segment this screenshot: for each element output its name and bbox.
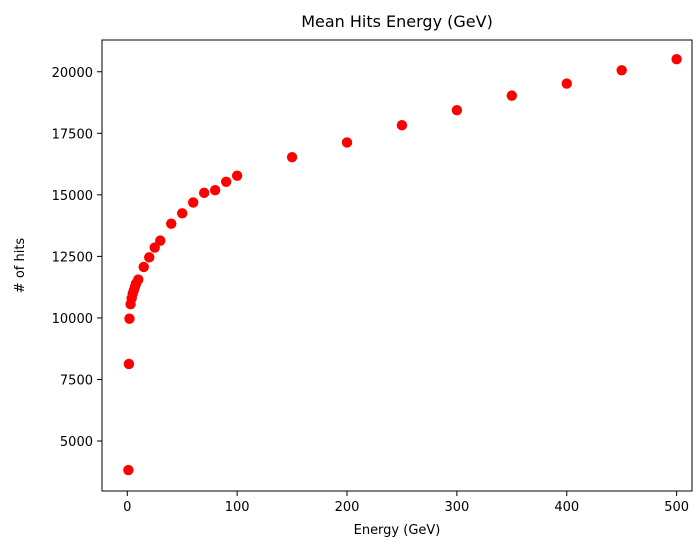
- data-point: [187, 197, 199, 208]
- y-tick-label: 7500: [60, 373, 93, 388]
- data-point: [616, 65, 627, 76]
- data-point: [124, 313, 135, 324]
- data-point: [671, 54, 682, 65]
- y-tick-label: 20000: [52, 66, 93, 81]
- data-point: [286, 151, 298, 163]
- y-axis-ticks: 5000 7500 10000 12500 15000 17500 20000: [52, 66, 102, 450]
- x-tick-label: 0: [123, 500, 131, 515]
- x-tick-label: 400: [554, 500, 579, 515]
- y-tick-label: 10000: [52, 312, 93, 327]
- data-point: [144, 252, 155, 263]
- data-point: [198, 187, 210, 199]
- y-tick-label: 5000: [60, 435, 93, 450]
- axes-frame: [101, 39, 693, 492]
- y-tick-label: 15000: [52, 189, 93, 204]
- data-point: [155, 235, 166, 246]
- x-axis-ticks: 0 100 200 300 400 500: [123, 491, 689, 515]
- data-points: [123, 54, 682, 476]
- x-axis-label: Energy (GeV): [354, 523, 441, 538]
- x-tick-label: 500: [664, 500, 689, 515]
- data-point: [231, 170, 243, 181]
- x-tick-label: 100: [225, 500, 250, 515]
- data-point: [451, 104, 463, 116]
- y-tick-label: 17500: [52, 127, 93, 142]
- data-point: [123, 358, 135, 370]
- data-point: [123, 464, 134, 476]
- data-point: [506, 90, 518, 101]
- data-point: [138, 261, 149, 273]
- y-axis-label: # of hits: [13, 238, 28, 294]
- data-point: [166, 218, 177, 229]
- chart-title: Mean Hits Energy (GeV): [301, 12, 493, 31]
- x-tick-label: 200: [335, 500, 360, 515]
- data-point: [133, 274, 144, 285]
- y-tick-label: 12500: [52, 250, 93, 265]
- x-tick-label: 300: [444, 500, 469, 515]
- data-point: [396, 119, 408, 131]
- data-point: [177, 208, 188, 219]
- data-point: [341, 137, 353, 148]
- data-point: [561, 78, 572, 89]
- data-point: [209, 184, 221, 196]
- data-point: [220, 176, 232, 187]
